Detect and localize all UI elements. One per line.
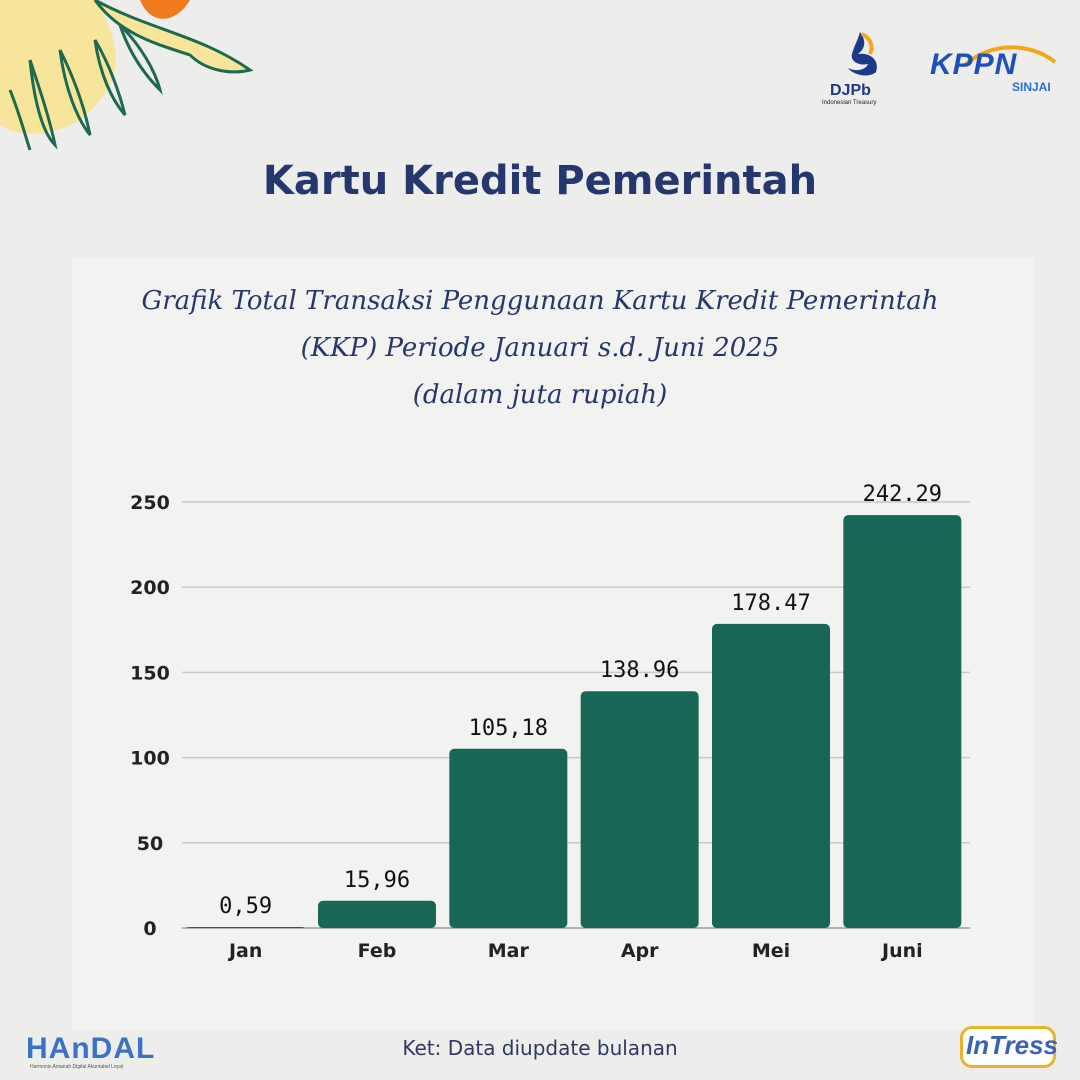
chart-title-line-1: Grafik Total Transaksi Penggunaan Kartu … — [141, 286, 939, 316]
y-tick-label: 150 — [130, 662, 170, 684]
y-tick-label: 200 — [130, 577, 170, 599]
y-tick-label: 50 — [137, 833, 163, 855]
x-tick-label: Apr — [621, 940, 659, 962]
data-label: 242.29 — [863, 482, 942, 507]
x-tick-label: Mar — [488, 940, 530, 962]
data-label: 178.47 — [731, 591, 810, 616]
bar-feb — [318, 900, 436, 928]
bar-mar — [449, 748, 568, 928]
y-tick-label: 100 — [130, 748, 170, 770]
handal-logo-text: HAnDAL — [26, 1032, 156, 1065]
chart-title: Grafik Total Transaksi Penggunaan Kartu … — [0, 278, 1080, 419]
chart-title-line-2: (KKP) Periode Januari s.d. Juni 2025 — [300, 333, 780, 363]
djpb-logo: DJPb Indonesian Treasury — [822, 30, 902, 106]
x-tick-label: Juni — [880, 940, 923, 962]
kppn-arc-icon — [963, 45, 1057, 67]
x-tick-label: Jan — [227, 940, 262, 962]
bar-mei — [712, 623, 830, 928]
decorative-leaves — [0, 0, 254, 151]
page-title: Kartu Kredit Pemerintah — [262, 158, 818, 204]
y-tick-label: 250 — [130, 492, 170, 514]
djpb-subtitle: Indonesian Treasury — [822, 100, 877, 106]
bar-apr — [580, 691, 699, 928]
data-label: 138.96 — [600, 658, 679, 683]
djpb-mark-icon — [848, 32, 877, 76]
intress-logo-text: InTress — [966, 1030, 1059, 1060]
kppn-logo: KPPN SINJAI — [930, 40, 1065, 100]
footer-note: Ket: Data diupdate bulanan — [402, 1036, 678, 1060]
data-label: 15,96 — [344, 868, 410, 893]
bar-juni — [843, 515, 962, 928]
handal-logo: HAnDAL Harmonis Amanah Digital Akuntabel… — [26, 1032, 186, 1072]
handal-tagline: Harmonis Amanah Digital Akuntabel Loyal — [30, 1064, 124, 1070]
intress-logo-frame — [960, 1026, 1056, 1068]
bar-jan — [186, 926, 305, 928]
kppn-subtitle: SINJAI — [1012, 80, 1051, 94]
data-label: 0,59 — [219, 894, 272, 919]
djpb-name: DJPb — [830, 82, 871, 99]
x-tick-label: Mei — [752, 940, 790, 962]
kppn-name: KPPN — [930, 48, 1018, 81]
chart-title-line-3: (dalam juta rupiah) — [412, 380, 668, 410]
y-tick-label: 0 — [143, 918, 156, 940]
intress-logo: InTress — [960, 1026, 1060, 1072]
x-tick-label: Feb — [358, 940, 397, 962]
data-label: 105,18 — [469, 716, 548, 741]
